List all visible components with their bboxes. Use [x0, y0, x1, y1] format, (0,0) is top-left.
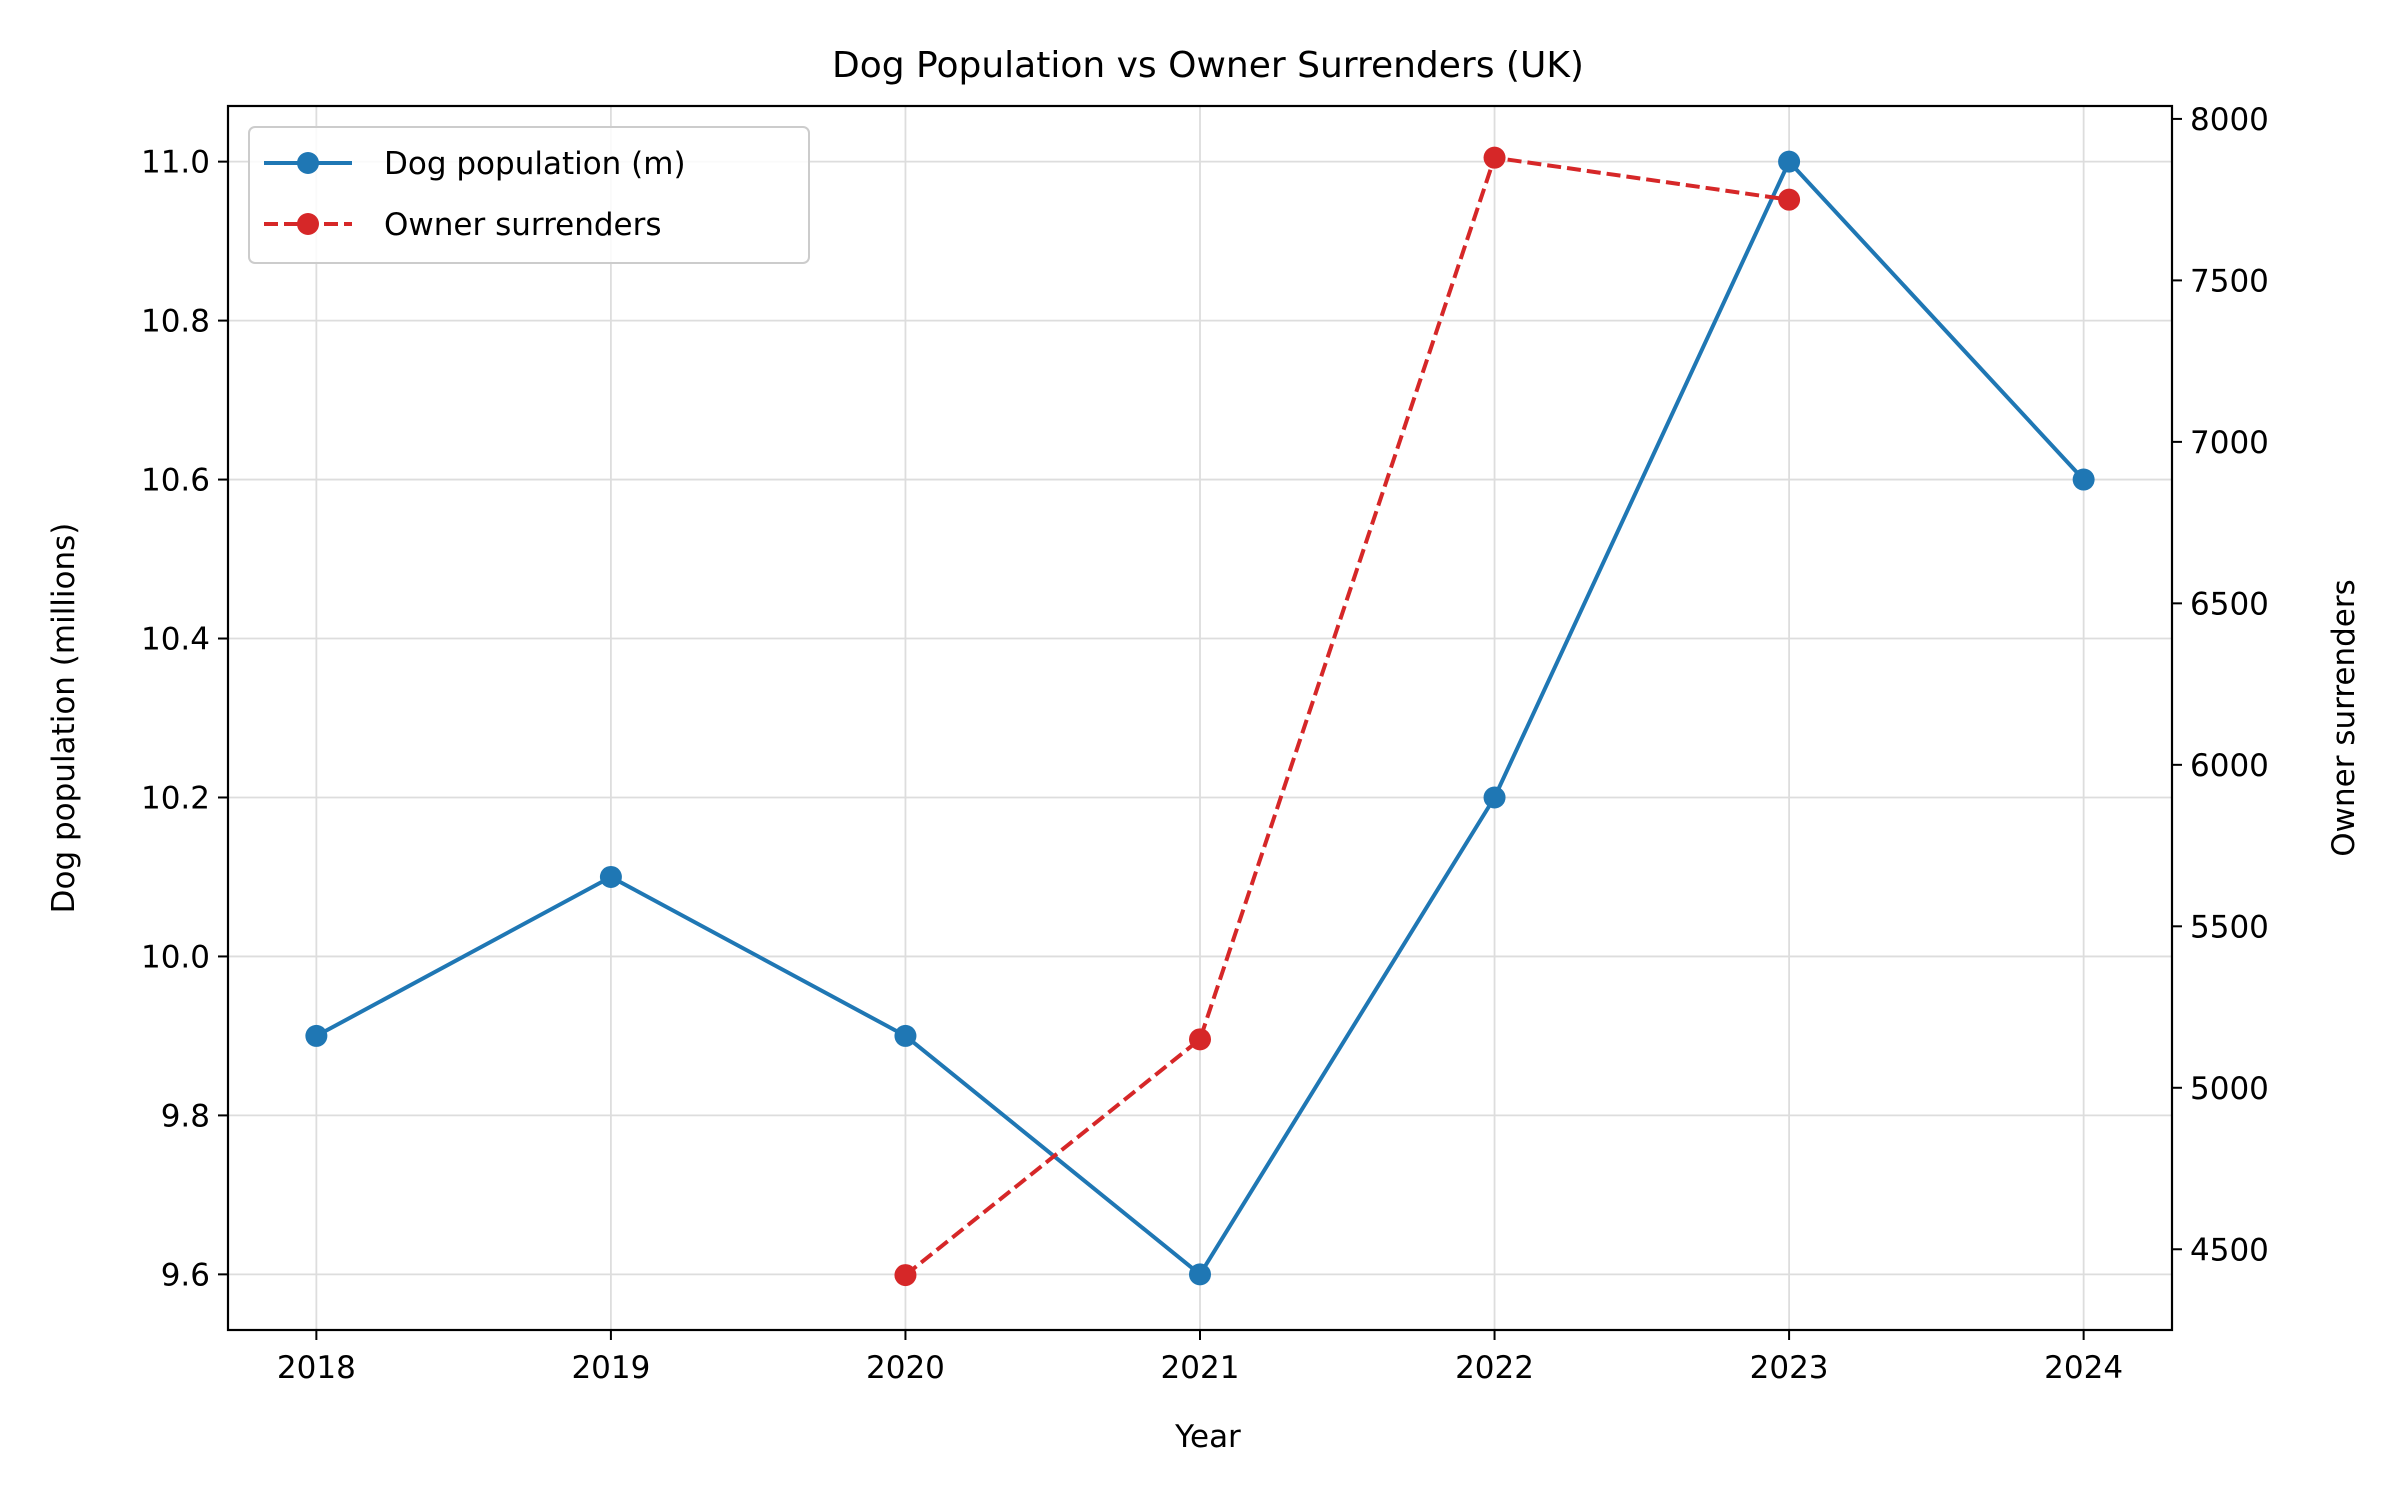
x-tick-label: 2024 — [2044, 1350, 2123, 1386]
chart-title: Dog Population vs Owner Surrenders (UK) — [832, 45, 1584, 86]
y-right-tick-label: 5000 — [2190, 1071, 2269, 1107]
x-tick-label: 2022 — [1455, 1350, 1534, 1386]
y-left-tick-label: 10.2 — [141, 780, 210, 816]
legend-marker-0 — [297, 152, 319, 174]
series-point-0 — [1483, 786, 1506, 809]
y-axis-right-label: Owner surrenders — [2326, 579, 2362, 857]
series-point-0 — [305, 1024, 328, 1047]
x-tick-label: 2018 — [277, 1350, 356, 1386]
legend-label-0: Dog population (m) — [384, 146, 686, 182]
series-point-0 — [1778, 150, 1801, 173]
x-tick-label: 2019 — [571, 1350, 650, 1386]
y-left-tick-label: 10.8 — [141, 304, 210, 340]
x-tick-label: 2020 — [866, 1350, 945, 1386]
y-axis-left-label: Dog population (millions) — [46, 523, 82, 914]
grid-lines — [228, 106, 2172, 1330]
legend-marker-1 — [297, 213, 319, 235]
series-point-0 — [599, 865, 622, 888]
y-right-tick-label: 7500 — [2190, 263, 2269, 299]
series-line-1 — [904, 155, 1790, 1277]
legend-label-1: Owner surrenders — [384, 207, 662, 243]
y-right-tick-label: 7000 — [2190, 425, 2269, 461]
legend: Dog population (m) Owner surrenders — [248, 126, 810, 264]
y-left-tick-label: 10.4 — [141, 622, 210, 658]
x-tick-label: 2023 — [1750, 1350, 1829, 1386]
y-right-tick-label: 5500 — [2190, 909, 2269, 945]
series-point-1 — [1189, 1028, 1211, 1051]
series-point-0 — [2072, 468, 2095, 491]
series-point-1 — [1778, 188, 1801, 211]
y-left-tick-label: 10.6 — [141, 463, 210, 499]
series-point-1 — [894, 1264, 917, 1287]
y-left-tick-label: 11.0 — [141, 145, 210, 181]
legend-box — [248, 126, 810, 264]
y-left-tick-label: 9.6 — [161, 1257, 210, 1293]
y-right-tick-label: 8000 — [2190, 102, 2269, 138]
series-point-1 — [1483, 146, 1506, 169]
axes-layer: 2018 2019 2020 2021 2022 2023 2024 9.6 9.8 10.0 10… — [141, 102, 2269, 1386]
y-right-tick-label: 6000 — [2190, 748, 2269, 784]
x-axis-label: Year — [1174, 1419, 1241, 1455]
y-right-tick-label: 6500 — [2190, 586, 2269, 622]
series-layer — [305, 146, 2095, 1287]
series-point-0 — [1189, 1263, 1211, 1286]
series-point-0 — [894, 1024, 917, 1047]
y-right-tick-label: 4500 — [2190, 1232, 2269, 1268]
y-left-tick-label: 10.0 — [141, 939, 210, 975]
x-tick-label: 2021 — [1161, 1350, 1240, 1386]
y-left-tick-label: 9.8 — [161, 1098, 210, 1134]
